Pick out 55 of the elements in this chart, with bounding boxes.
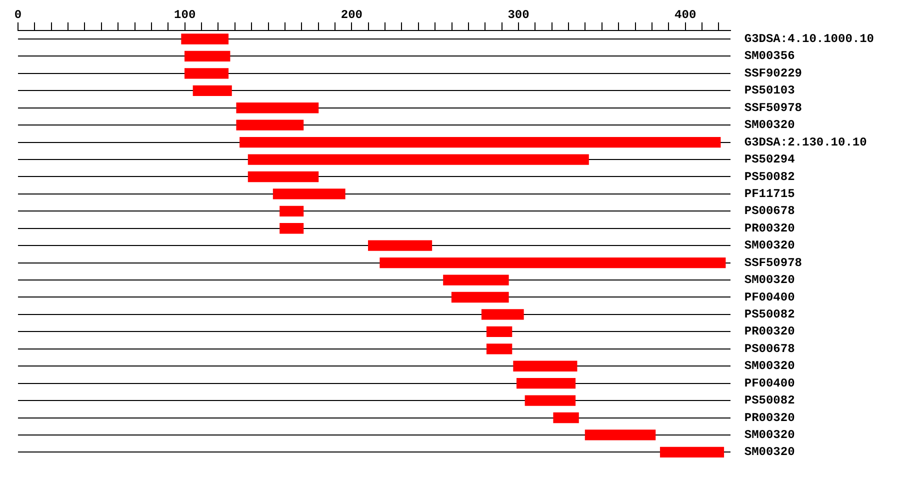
y-tick-label: PS50082 <box>744 307 795 322</box>
y-tick-label: SSF50978 <box>744 256 802 270</box>
y-tick-label: PS50103 <box>744 84 795 98</box>
y-tick-label: SM00320 <box>744 118 795 132</box>
bar <box>184 68 229 79</box>
y-tick-label: PR00320 <box>744 221 795 236</box>
y-tick-label: G3DSA:4.10.1000.10 <box>744 32 874 46</box>
y-tick-label: PS50082 <box>744 170 795 184</box>
bar <box>280 223 304 234</box>
y-tick-label: PS00678 <box>744 204 795 218</box>
y-tick-label: PF11715 <box>744 186 795 201</box>
bar <box>584 430 656 440</box>
bar <box>236 120 304 130</box>
bar <box>486 344 512 354</box>
x-tick-label: 0 <box>14 8 22 22</box>
y-tick-label: SM00320 <box>744 273 795 288</box>
y-tick-label: SM00320 <box>744 445 795 460</box>
y-tick-label: SM00356 <box>744 49 795 64</box>
y-tick-label: PS00678 <box>744 342 795 356</box>
bar <box>513 360 578 372</box>
bar <box>181 34 229 44</box>
bar <box>660 446 724 458</box>
bar <box>516 378 576 389</box>
bar <box>553 412 579 424</box>
bar <box>272 188 346 200</box>
y-tick-label: PF00400 <box>744 376 795 390</box>
bar <box>486 326 512 338</box>
y-tick-label: SM00320 <box>744 359 795 374</box>
y-tick-label: G3DSA:2.130.10.10 <box>744 135 867 150</box>
y-tick-label: SSF50978 <box>744 100 802 115</box>
bar <box>280 206 304 216</box>
x-tick-label: 400 <box>674 8 696 22</box>
y-tick-label: SSF90229 <box>744 66 802 80</box>
y-tick-label: SM00320 <box>744 428 795 442</box>
x-tick-label: 200 <box>340 8 362 22</box>
y-tick-label: PR00320 <box>744 410 795 425</box>
bar <box>380 257 726 268</box>
bar <box>451 292 509 303</box>
y-tick-label: PF00400 <box>744 290 795 304</box>
bar <box>524 395 576 406</box>
y-tick-label: SM00320 <box>744 238 795 253</box>
bar <box>248 171 319 182</box>
bar <box>443 274 509 286</box>
bar <box>236 102 319 114</box>
x-tick-label: 300 <box>508 8 530 22</box>
bar <box>192 85 232 96</box>
bar <box>240 136 721 148</box>
y-tick-label: PS50294 <box>744 152 795 167</box>
bar <box>184 50 230 62</box>
bar <box>481 309 524 320</box>
bar <box>248 154 589 165</box>
y-tick-label: PR00320 <box>744 324 795 339</box>
x-tick-label: 100 <box>174 8 196 22</box>
bar <box>368 240 432 251</box>
y-tick-label: PS50082 <box>744 394 795 408</box>
